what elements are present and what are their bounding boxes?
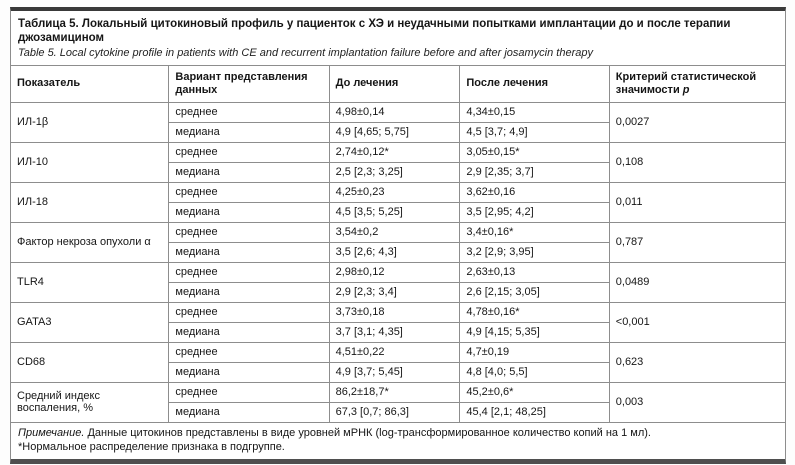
header-p-criterion: Критерий статистической значимости p [608, 65, 786, 103]
indicator-row-mean: ИЛ-18 среднее 4,25±0,23 3,62±0,16 0,011 [10, 181, 786, 223]
median-after-cell: 4,5 [3,7; 4,9] [459, 121, 610, 143]
indicator-row-mean: ИЛ-10 среднее 2,74±0,12* 3,05±0,15* 0,108 [10, 141, 786, 183]
mean-after-cell: 45,2±0,6* [459, 381, 610, 403]
p-value-cell: 0,0027 [608, 101, 786, 143]
variant-median-label: медиана [168, 201, 330, 223]
indicator-row-mean: GATA3 среднее 3,73±0,18 4,78±0,16* <0,001 [10, 301, 786, 343]
variant-mean-label: среднее [168, 101, 330, 123]
mean-after-cell: 2,63±0,13 [459, 261, 610, 283]
note-line-2: *Нормальное распределение признака в под… [18, 440, 285, 453]
indicator-cell: TLR4 [10, 261, 170, 303]
variant-mean-label: среднее [168, 341, 330, 363]
median-after-cell: 2,6 [2,15; 3,05] [459, 281, 610, 303]
header-before: До лечения [328, 65, 461, 103]
mean-before-cell: 4,25±0,23 [328, 181, 461, 203]
mean-before-cell: 2,74±0,12* [328, 141, 461, 163]
mean-before-cell: 86,2±18,7* [328, 381, 461, 403]
variant-median-label: медиана [168, 401, 330, 423]
indicator-cell: CD68 [10, 341, 170, 383]
median-after-cell: 45,4 [2,1; 48,25] [459, 401, 610, 423]
mean-before-cell: 2,98±0,12 [328, 261, 461, 283]
note-text: Данные цитокинов представлены в виде уро… [84, 427, 651, 439]
mean-after-cell: 4,34±0,15 [459, 101, 610, 123]
header-row: Показатель Вариант представления данных … [10, 65, 786, 103]
note-label: Примечание. [18, 427, 85, 439]
median-before-cell: 2,9 [2,3; 3,4] [328, 281, 461, 303]
median-after-cell: 4,8 [4,0; 5,5] [459, 361, 610, 383]
median-after-cell: 2,9 [2,35; 3,7] [459, 161, 610, 183]
variant-median-label: медиана [168, 241, 330, 263]
mean-before-cell: 4,98±0,14 [328, 101, 461, 123]
indicator-row-mean: ИЛ-1β среднее 4,98±0,14 4,34±0,15 0,0027 [10, 101, 786, 143]
median-after-cell: 3,2 [2,9; 3,95] [459, 241, 610, 263]
variant-median-label: медиана [168, 121, 330, 143]
header-after: После лечения [459, 65, 610, 103]
indicator-row-mean: CD68 среднее 4,51±0,22 4,7±0,19 0,623 [10, 341, 786, 383]
header-indicator: Показатель [10, 65, 170, 103]
indicator-row-mean: TLR4 среднее 2,98±0,12 2,63±0,13 0,0489 [10, 261, 786, 303]
indicator-cell: ИЛ-10 [10, 141, 170, 183]
indicator-cell: Фактор некроза опухоли α [10, 221, 170, 263]
table-header: Показатель Вариант представления данных … [10, 65, 786, 103]
median-before-cell: 3,5 [2,6; 4,3] [328, 241, 461, 263]
p-value-cell: <0,001 [608, 301, 786, 343]
p-value-cell: 0,003 [608, 381, 786, 423]
mean-before-cell: 4,51±0,22 [328, 341, 461, 363]
mean-after-cell: 3,05±0,15* [459, 141, 610, 163]
median-after-cell: 3,5 [2,95; 4,2] [459, 201, 610, 223]
table-title-en: Table 5. Local cytokine profile in patie… [18, 47, 593, 59]
data-table: Показатель Вариант представления данных … [10, 65, 786, 423]
header-variant: Вариант представления данных [168, 65, 330, 103]
variant-median-label: медиана [168, 361, 330, 383]
variant-median-label: медиана [168, 161, 330, 183]
mean-before-cell: 3,54±0,2 [328, 221, 461, 243]
variant-mean-label: среднее [168, 181, 330, 203]
indicator-row-median: медиана 3,5 [2,6; 4,3] 3,2 [2,9; 3,95] [11, 241, 785, 263]
variant-mean-label: среднее [168, 141, 330, 163]
table-body: ИЛ-1β среднее 4,98±0,14 4,34±0,15 0,0027 меди… [10, 101, 786, 423]
cytokine-profile-table: Таблица 5. Локальный цитокиновый профиль… [10, 7, 786, 464]
median-before-cell: 4,9 [3,7; 5,45] [328, 361, 461, 383]
median-before-cell: 4,5 [3,5; 5,25] [328, 201, 461, 223]
indicator-row-median: медиана 67,3 [0,7; 86,3] 45,4 [2,1; 48,25] [11, 401, 785, 423]
indicator-row-mean: Средний индекс воспаления, % среднее 86,2±… [10, 381, 786, 423]
indicator-cell: GATA3 [10, 301, 170, 343]
mean-after-cell: 4,7±0,19 [459, 341, 610, 363]
variant-mean-label: среднее [168, 301, 330, 323]
variant-mean-label: среднее [168, 261, 330, 283]
table-title-ru: Таблица 5. Локальный цитокиновый профиль… [18, 18, 731, 44]
median-before-cell: 2,5 [2,3; 3,25] [328, 161, 461, 183]
table-title-block: Таблица 5. Локальный цитокиновый профиль… [11, 11, 785, 66]
p-value-cell: 0,0489 [608, 261, 786, 303]
mean-after-cell: 4,78±0,16* [459, 301, 610, 323]
header-p-symbol: p [682, 83, 690, 96]
median-before-cell: 4,9 [4,65; 5,75] [328, 121, 461, 143]
note-line-1: Примечание. Данные цитокинов представлен… [18, 427, 777, 441]
p-value-cell: 0,623 [608, 341, 786, 383]
indicator-row-median: медиана 4,5 [3,5; 5,25] 3,5 [2,95; 4,2] [11, 201, 785, 223]
p-value-cell: 0,787 [608, 221, 786, 263]
variant-mean-label: среднее [168, 381, 330, 403]
median-before-cell: 67,3 [0,7; 86,3] [328, 401, 461, 423]
median-after-cell: 4,9 [4,15; 5,35] [459, 321, 610, 343]
mean-after-cell: 3,62±0,16 [459, 181, 610, 203]
median-before-cell: 3,7 [3,1; 4,35] [328, 321, 461, 343]
variant-median-label: медиана [168, 281, 330, 303]
indicator-row-mean: Фактор некроза опухоли α среднее 3,54±0,2 3… [10, 221, 786, 263]
mean-before-cell: 3,73±0,18 [328, 301, 461, 323]
indicator-cell: ИЛ-1β [10, 101, 170, 143]
mean-after-cell: 3,4±0,16* [459, 221, 610, 243]
variant-mean-label: среднее [168, 221, 330, 243]
p-value-cell: 0,011 [608, 181, 786, 223]
indicator-row-median: медиана 4,9 [3,7; 5,45] 4,8 [4,0; 5,5] [11, 361, 785, 383]
header-p-prefix: Критерий статистической значимости [615, 70, 757, 96]
indicator-cell: ИЛ-18 [10, 181, 170, 223]
variant-median-label: медиана [168, 321, 330, 343]
p-value-cell: 0,108 [608, 141, 786, 183]
table-note: Примечание. Данные цитокинов представлен… [11, 422, 785, 459]
indicator-cell: Средний индекс воспаления, % [10, 381, 170, 423]
